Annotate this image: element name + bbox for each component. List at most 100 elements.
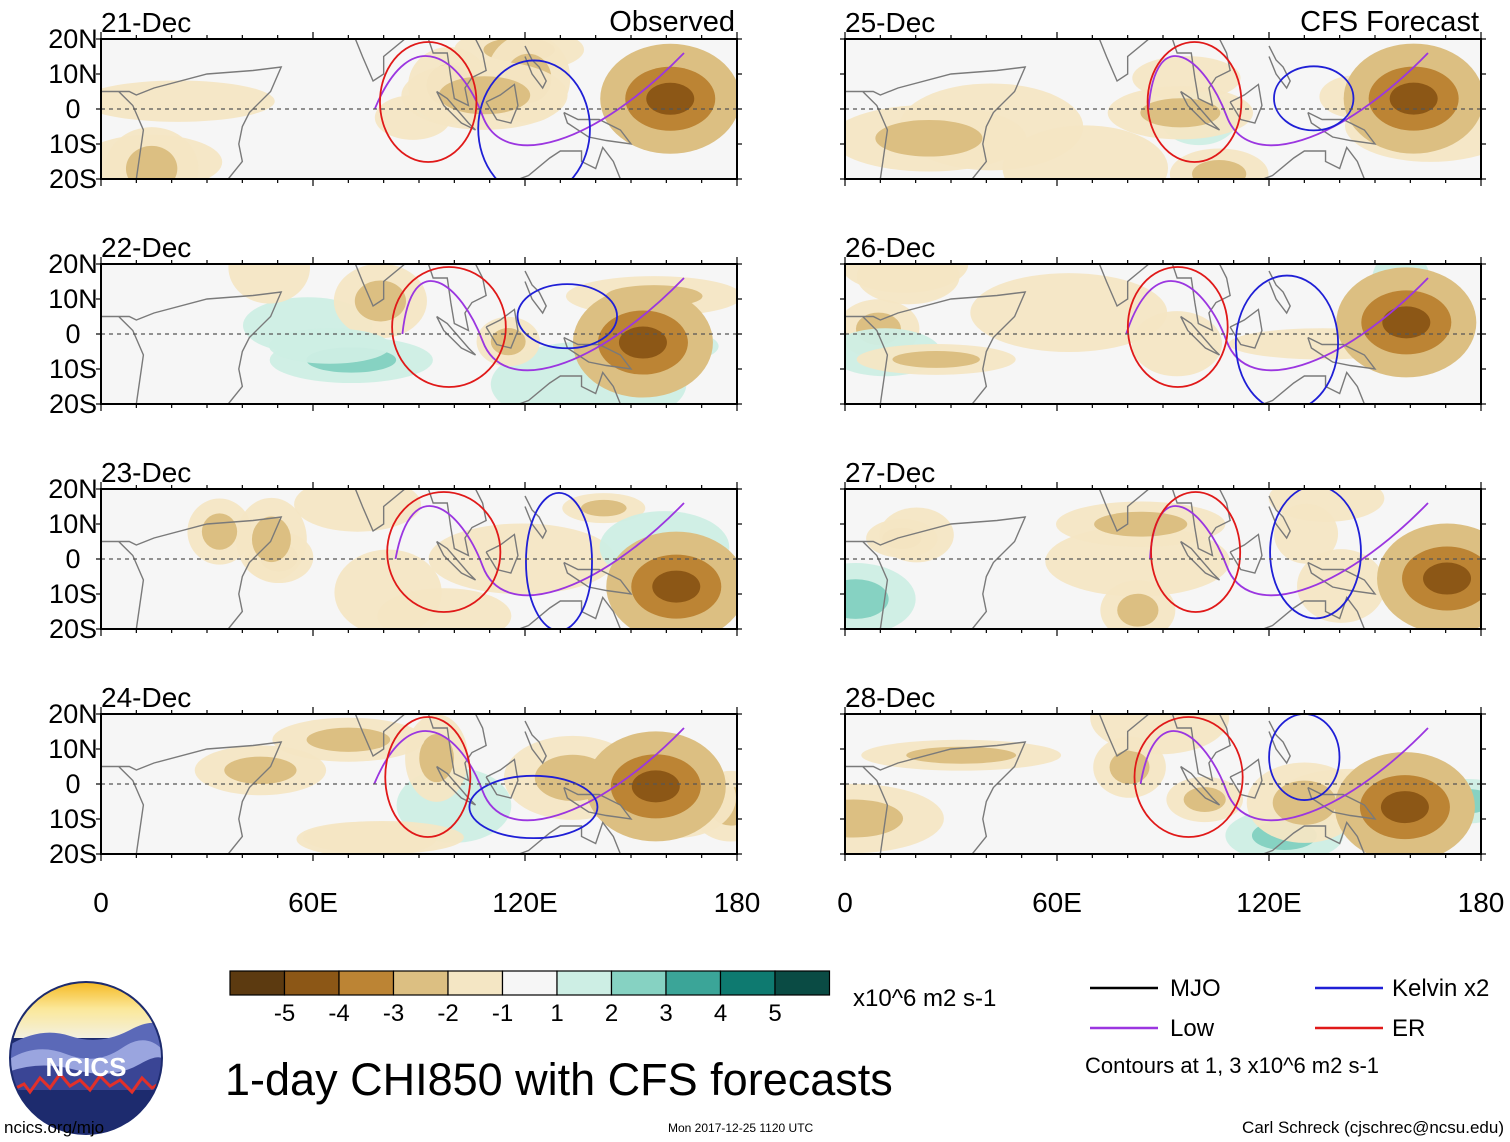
coastline [1307,561,1377,595]
coastlines [845,39,1377,179]
coastline [1097,264,1151,308]
lat-tick-label: 20N [48,249,98,279]
forecast-header: CFS Forecast [1300,6,1479,38]
coastline [101,66,283,179]
lat-tick-label: 20S [49,614,97,644]
colorbar-label: -4 [328,1000,349,1027]
dry-anomaly [856,264,960,305]
dry-anomaly-peak [1380,791,1429,824]
lon-tick-label: 120E [492,887,557,918]
coastline [563,786,633,820]
coastline [1307,336,1377,370]
legend-label: MJO [1170,975,1221,1002]
wet-anomaly-core [845,579,889,619]
coastline [1261,371,1366,404]
coastline [1261,821,1366,854]
lat-tick-label: 10S [49,804,97,834]
anomaly-field [194,714,737,854]
dry-anomaly [296,821,437,854]
contours [1125,266,1429,404]
footer-author: Carl Schreck (cjschrec@ncsu.edu) [1242,1118,1504,1137]
colorbar-label: 3 [659,1000,672,1027]
coastline [1307,111,1377,145]
lat-tick-label: 10N [48,509,98,539]
coastline [1097,39,1151,83]
anomaly-field [845,489,1481,629]
dry-anomaly-core [1109,750,1150,785]
coastline [517,821,622,854]
er-contour [1146,41,1243,163]
dry-anomaly [428,523,616,595]
dry-anomaly-core [845,799,904,838]
panel-25-dec: 25-Dec CFS Forecast [840,6,1486,186]
coastline [436,90,477,131]
wet-anomaly [268,328,391,364]
coastline [485,83,519,124]
anomaly-field [845,714,1481,854]
anomaly-field [845,264,1477,378]
chart-title: 1-day CHI850 with CFS forecasts [225,1054,893,1105]
coastline [845,516,1027,629]
dry-anomaly-core [875,119,983,157]
panel-date-label: 23-Dec [101,457,191,488]
dry-anomaly-core [906,746,1017,764]
coastline [1268,495,1291,540]
panel-date-label: 21-Dec [101,7,191,38]
coastline [427,489,487,557]
lat-tick-label: 0 [65,94,80,124]
lat-tick-label: 20S [49,164,97,194]
lat-tick-label: 20S [49,389,97,419]
dry-anomaly-peak [1389,82,1438,115]
coastlines [845,264,1377,404]
lat-tick-label: 20S [49,839,97,869]
coastline [436,765,477,806]
coastline [1097,489,1151,533]
contours [386,491,685,629]
panel-26-dec: 26-Dec [840,232,1486,411]
contour-legend: MJO Kelvin x2 Low ER [1090,975,1489,1042]
coastline [485,308,519,349]
longitude-axes: 0 60E 120E 180 0 60E 120E 180 [93,887,1504,918]
footer-site[interactable]: ncics.org/mjo [4,1118,104,1137]
kelvin-contour [468,774,599,840]
lon-tick-label: 60E [1032,887,1082,918]
dry-anomaly [294,489,421,532]
low-contour [1139,727,1429,822]
coastline [1180,765,1221,806]
dry-anomaly [377,588,512,629]
dry-anomaly-core [224,756,297,784]
coastline [1261,596,1366,629]
colorbar-label: -3 [383,1000,404,1027]
lat-tick-label: 10N [48,734,98,764]
colorbar-swatch [774,970,831,996]
colorbar-swatch [338,970,395,996]
legend-label: ER [1392,1015,1425,1042]
dry-anomaly [879,507,954,563]
coastline [485,758,519,799]
coastline [1229,533,1263,574]
map-panels: 21-Dec20N10N010S20SObserved22-Dec20N10N0… [48,6,1486,869]
coastlines [845,489,1377,629]
lon-tick-label: 0 [93,887,109,918]
lat-tick-label: 10N [48,284,98,314]
colorbar-units: x10^6 m2 s-1 [853,985,996,1012]
er-contour [1126,266,1229,388]
coastline [517,371,622,404]
coastline [101,516,283,629]
lat-tick-label: 10S [49,129,97,159]
er-contour [1133,716,1244,838]
coastline [524,270,547,315]
dry-anomaly-peak [652,570,701,603]
coastline [1229,83,1263,124]
er-contour [384,716,472,838]
lat-tick-label: 0 [65,769,80,799]
contours [373,716,685,840]
coastline [427,264,487,332]
dry-anomaly-core [1183,787,1226,812]
coastline [353,714,407,758]
coastline [1261,146,1366,179]
colorbar: -5 -4 -3 -2 -1 1 2 3 4 5 [229,970,831,1027]
dry-anomaly-core [306,727,391,752]
coastline [563,336,633,370]
coastline [1171,714,1231,782]
